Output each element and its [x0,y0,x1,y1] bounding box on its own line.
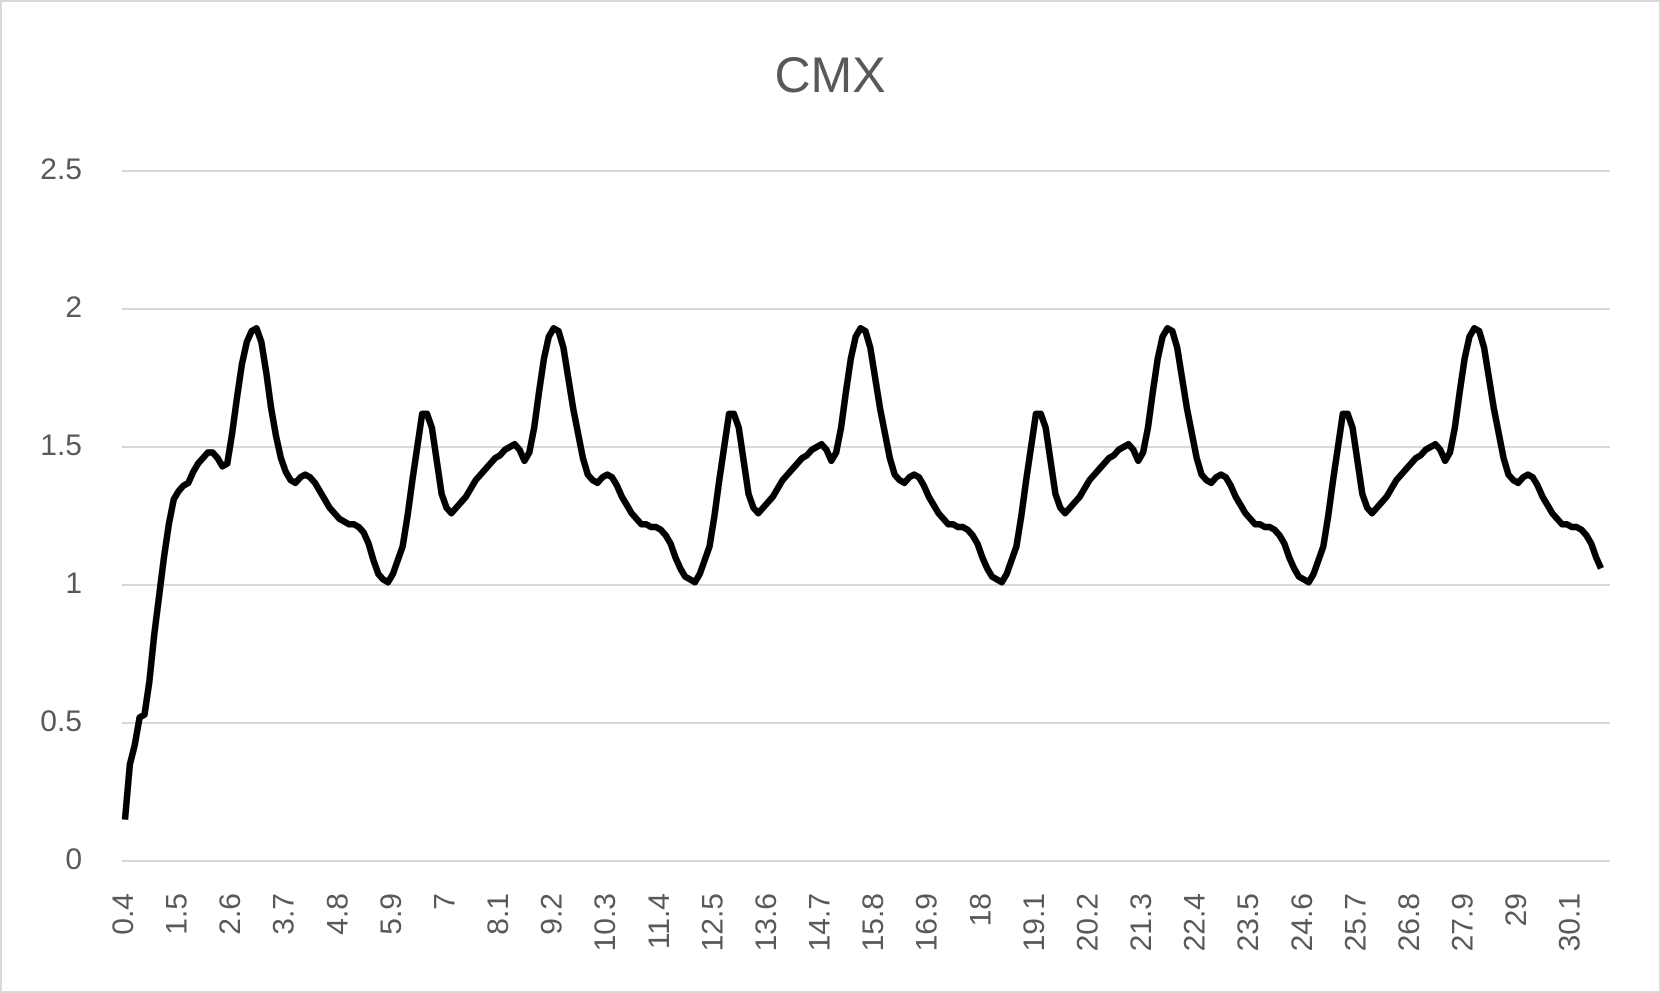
x-tick-label: 20.2 [1071,893,1104,951]
y-tick-label: 1.5 [40,429,82,462]
x-tick-label: 14.7 [804,893,837,951]
x-tick-label: 2.6 [214,893,247,935]
x-tick-label: 22.4 [1179,893,1212,951]
y-tick-label: 2 [65,291,82,324]
x-tick-label: 24.6 [1286,893,1319,951]
x-tick-label: 8.1 [482,893,515,935]
x-tick-label: 26.8 [1393,893,1426,951]
data-line [121,325,1604,820]
x-tick-label: 12.5 [696,893,729,951]
x-tick-label: 7 [428,893,461,910]
x-tick-label: 1.5 [161,893,194,935]
x-tick-label: 25.7 [1339,893,1372,951]
x-tick-label: 3.7 [268,893,301,935]
x-tick-label: 19.1 [1018,893,1051,951]
x-tick-label: 13.6 [750,893,783,951]
x-tick-label: 9.2 [536,893,569,935]
y-tick-label: 0.5 [40,705,82,738]
x-tick-label: 23.5 [1232,893,1265,951]
chart-title: CMX [774,47,885,103]
y-tick-label: 0 [65,843,82,876]
x-tick-label: 0.4 [107,893,140,935]
x-tick-label: 27.9 [1447,893,1480,951]
x-tick-label: 11.4 [643,893,676,949]
y-tick-label: 1 [65,567,82,600]
x-tick-label: 29 [1500,893,1533,926]
x-tick-label: 21.3 [1125,893,1158,951]
y-tick-label: 2.5 [40,153,82,186]
x-tick-label: 10.3 [589,893,622,951]
x-tick-label: 30.1 [1554,893,1587,951]
x-tick-label: 4.8 [321,893,354,935]
x-tick-label: 16.9 [911,893,944,951]
x-tick-label: 18 [964,893,997,926]
x-tick-label: 15.8 [857,893,890,951]
x-tick-label: 5.9 [375,893,408,935]
